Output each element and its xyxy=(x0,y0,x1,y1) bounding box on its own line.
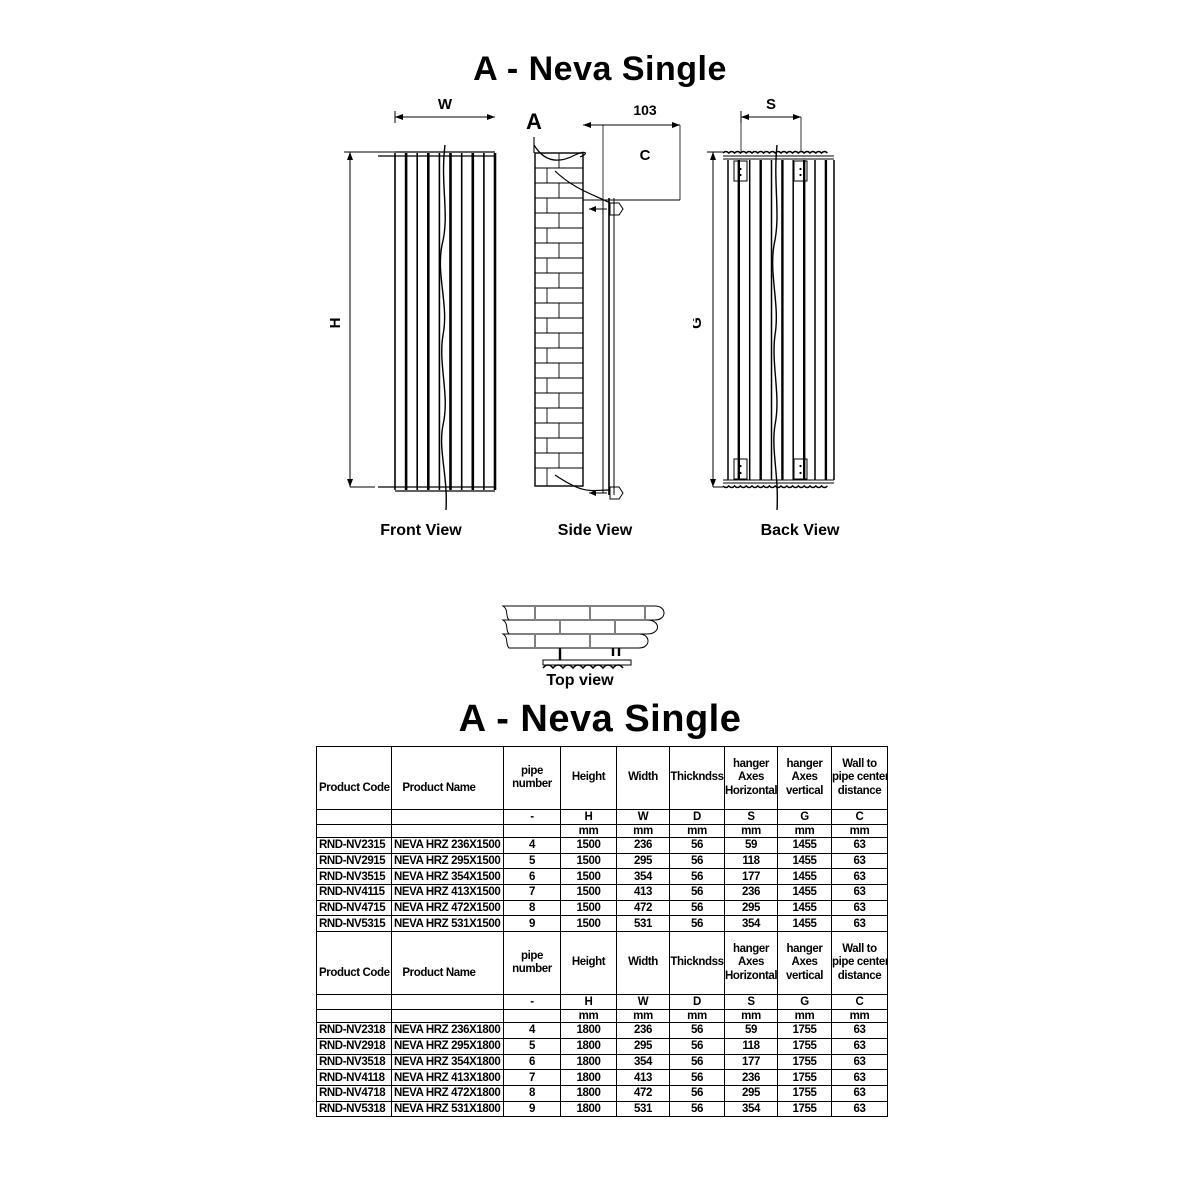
svg-text:H: H xyxy=(330,318,344,329)
svg-text:103: 103 xyxy=(633,102,657,118)
svg-text:W: W xyxy=(438,96,453,113)
svg-text:A: A xyxy=(526,109,542,134)
svg-text:S: S xyxy=(766,96,776,113)
svg-text:C: C xyxy=(640,147,651,164)
svg-text:G: G xyxy=(693,317,705,329)
